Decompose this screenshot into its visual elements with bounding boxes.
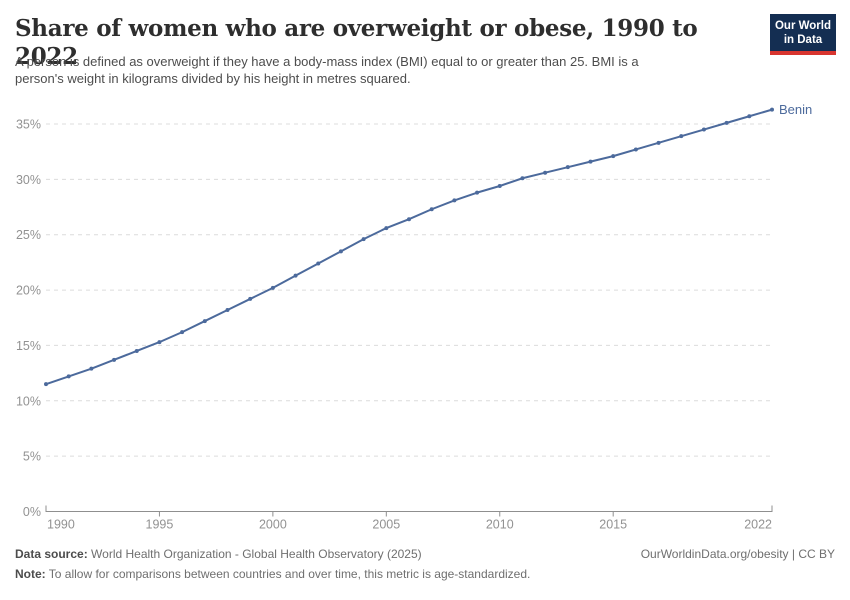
data-point[interactable]: [202, 319, 207, 324]
chart-subtitle-line1: A person is defined as overweight if the…: [15, 54, 639, 69]
note-value: To allow for comparisons between countri…: [45, 567, 531, 581]
data-point[interactable]: [497, 184, 502, 188]
data-point[interactable]: [633, 147, 638, 152]
y-axis-tick-label: 10%: [16, 394, 41, 408]
data-point[interactable]: [361, 237, 366, 242]
data-point[interactable]: [293, 273, 298, 278]
y-axis-tick-label: 15%: [16, 339, 41, 353]
data-point[interactable]: [112, 357, 117, 362]
data-point[interactable]: [180, 330, 185, 335]
x-axis-tick-label: 2010: [486, 518, 514, 532]
chart-subtitle-line2: person's weight in kilograms divided by …: [15, 71, 411, 86]
page-title: Share of women who are overweight or obe…: [15, 15, 698, 70]
chart-subtitle: A person is defined as overweight if the…: [15, 53, 775, 87]
data-point[interactable]: [225, 308, 230, 312]
y-axis-tick-label: 5%: [23, 450, 41, 464]
x-axis-line: [45, 505, 773, 512]
data-source-label: Data source:: [15, 547, 88, 561]
owid-logo-line1: Our World: [774, 19, 831, 32]
data-point[interactable]: [656, 140, 661, 145]
data-point[interactable]: [89, 366, 94, 371]
x-axis-tick-label: 2000: [259, 518, 287, 532]
x-axis-tick-label: 1990: [47, 518, 75, 532]
owid-logo-line2: in Data: [783, 33, 823, 46]
series-label[interactable]: Benin: [779, 102, 812, 117]
data-point[interactable]: [611, 154, 616, 159]
data-point[interactable]: [747, 114, 752, 119]
data-point[interactable]: [134, 348, 139, 353]
data-point[interactable]: [407, 217, 411, 222]
data-point[interactable]: [475, 190, 480, 195]
data-point[interactable]: [565, 165, 570, 170]
y-axis-tick-label: 20%: [16, 284, 41, 298]
rights-link[interactable]: OurWorldinData.org/obesity | CC BY: [640, 547, 835, 561]
x-axis-tick-label: 2022: [744, 518, 772, 532]
data-point[interactable]: [770, 107, 774, 112]
y-axis-tick-label: 35%: [16, 118, 41, 132]
data-line: [45, 108, 773, 386]
x-axis-tick-label: 1995: [146, 518, 174, 532]
data-point[interactable]: [429, 207, 434, 212]
data-point[interactable]: [66, 374, 71, 379]
data-point[interactable]: [384, 226, 389, 231]
data-point[interactable]: [724, 120, 729, 125]
data-point[interactable]: [701, 127, 706, 132]
data-point[interactable]: [452, 198, 457, 203]
data-point[interactable]: [316, 261, 321, 266]
data-point[interactable]: [543, 170, 548, 175]
data-point[interactable]: [679, 134, 684, 139]
x-axis-tick-label: 2005: [372, 518, 400, 532]
data-point[interactable]: [157, 340, 162, 345]
data-point[interactable]: [248, 296, 253, 301]
data-point[interactable]: [270, 285, 275, 290]
y-axis-tick-label: 25%: [16, 228, 41, 242]
y-axis-tick-label: 0%: [23, 505, 41, 519]
data-point[interactable]: [338, 249, 343, 254]
note-text: Note: To allow for comparisons between c…: [15, 567, 530, 581]
data-point[interactable]: [588, 159, 593, 164]
data-source-value: World Health Organization - Global Healt…: [87, 547, 422, 561]
y-axis-tick-label: 30%: [16, 173, 41, 187]
x-axis-tick-label: 2015: [599, 518, 627, 532]
data-source-text: Data source: World Health Organization -…: [15, 544, 422, 564]
note-label: Note:: [15, 567, 46, 581]
owid-logo[interactable]: Our World in Data: [770, 14, 836, 55]
data-point[interactable]: [44, 382, 48, 387]
chart-footer: Data source: World Health Organization -…: [15, 544, 835, 584]
data-point[interactable]: [520, 176, 525, 181]
